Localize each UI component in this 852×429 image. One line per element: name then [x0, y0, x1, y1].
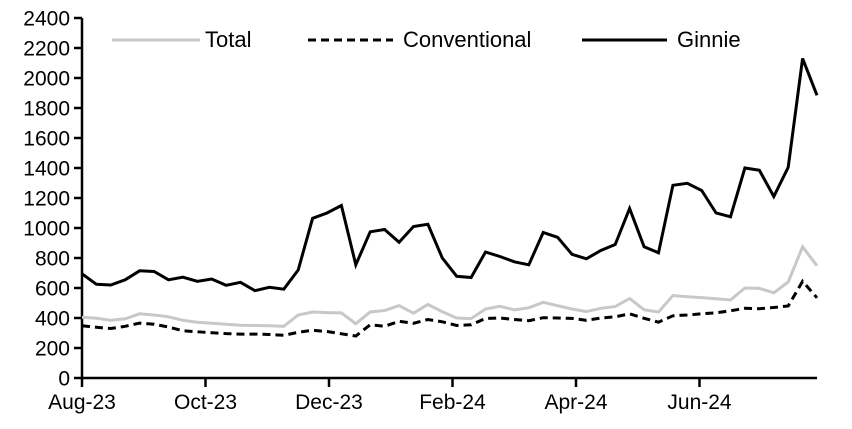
series-line-conventional [81, 278, 819, 338]
series-line-ginnie [81, 57, 819, 293]
y-tick-label: 600 [35, 278, 70, 301]
y-tick-label: 0 [58, 368, 70, 391]
y-tick-label: 2400 [23, 8, 70, 31]
y-tick-label: 800 [35, 248, 70, 271]
y-tick-label: 1000 [23, 218, 70, 241]
y-tick-label: 400 [35, 308, 70, 331]
x-tick-label: Feb-24 [419, 391, 486, 414]
y-tick-label: 2200 [23, 38, 70, 61]
y-tick-label: 2000 [23, 68, 70, 91]
y-tick-label: 1400 [23, 158, 70, 181]
y-tick-label: 1800 [23, 98, 70, 121]
x-tick-label: Apr-24 [544, 391, 607, 414]
legend-label-total: Total [205, 27, 252, 52]
y-tick-label: 1200 [23, 188, 70, 211]
legend-label-ginnie: Ginnie [677, 27, 741, 52]
legend-label-conventional: Conventional [403, 27, 532, 52]
y-tick-label: 1600 [23, 128, 70, 151]
y-tick-label: 200 [35, 338, 70, 361]
x-tick-label: Jun-24 [667, 391, 732, 414]
x-tick-label: Dec-23 [295, 391, 363, 414]
series-line-total [81, 243, 819, 328]
x-tick-label: Oct-23 [174, 391, 237, 414]
x-tick-label: Aug-23 [48, 391, 116, 414]
